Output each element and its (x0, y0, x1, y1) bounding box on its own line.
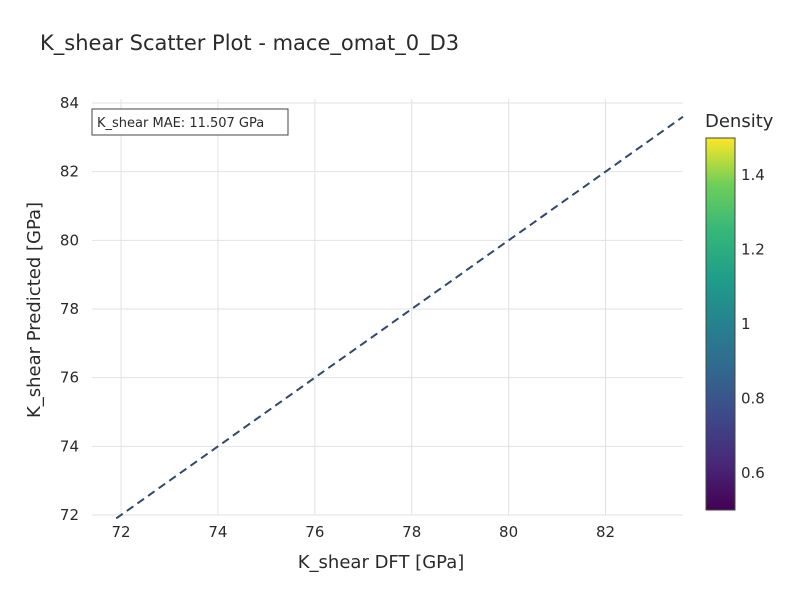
colorbar-tick-label: 1.2 (741, 241, 765, 259)
x-tick-label: 76 (305, 523, 324, 541)
y-gridlines (92, 102, 683, 516)
x-tick-label: 74 (208, 523, 227, 541)
colorbar-tick-label: 1.4 (741, 166, 765, 184)
x-axis-ticks: 72 74 76 78 80 82 (112, 523, 616, 541)
y-axis-ticks: 72 74 76 78 80 82 84 (60, 94, 79, 524)
y-tick-label: 80 (60, 231, 79, 249)
y-tick-label: 78 (60, 300, 79, 318)
colorbar-tick-label: 0.8 (741, 389, 765, 407)
annotation-box (91, 108, 289, 136)
y-tick-label: 72 (60, 506, 79, 524)
y-tick-label: 76 (60, 369, 79, 387)
mae-annotation: K_shear MAE: 11.507 GPa (91, 108, 289, 136)
reference-line (115, 115, 684, 520)
chart-title: K_shear Scatter Plot - mace_omat_0_D3 (40, 31, 459, 56)
colorbar-tick-label: 0.6 (741, 464, 765, 482)
colorbar-ticks: 0.6 0.8 1 1.2 1.4 (741, 166, 765, 482)
y-tick-label: 82 (60, 163, 79, 181)
colorbar-title: Density (705, 111, 774, 132)
y-tick-label: 74 (60, 437, 79, 455)
x-tick-label: 72 (112, 523, 131, 541)
x-tick-label: 82 (596, 523, 615, 541)
colorbar-gradient (705, 137, 736, 511)
y-axis-title: K_shear Predicted [GPa] (24, 202, 45, 418)
x-tick-label: 80 (499, 523, 518, 541)
x-axis-title: K_shear DFT [GPa] (298, 552, 465, 573)
colorbar: Density 0.6 0.8 1 1.2 1.4 (705, 111, 774, 511)
colorbar-tick-label: 1 (741, 315, 751, 333)
x-gridlines (120, 99, 606, 515)
y-tick-label: 84 (60, 94, 79, 112)
x-tick-label: 78 (402, 523, 421, 541)
annotation-text: K_shear MAE: 11.507 GPa (97, 116, 264, 131)
